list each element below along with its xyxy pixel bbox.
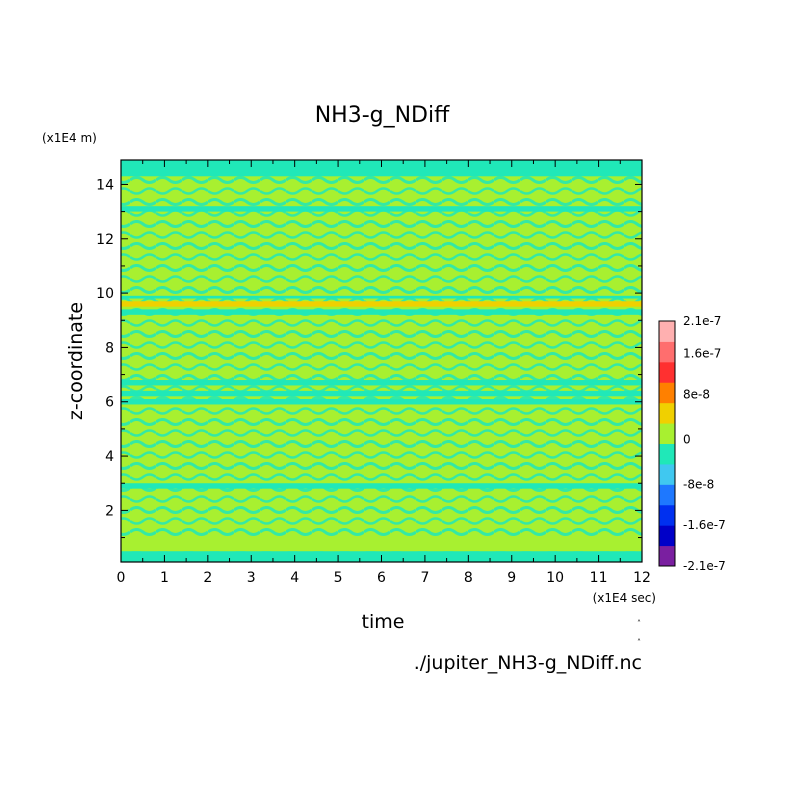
- colorbar-swatch: [659, 341, 675, 363]
- x-tick-label: 11: [590, 570, 608, 586]
- colorbar-swatch: [659, 443, 675, 465]
- x-tick-label: 5: [334, 570, 343, 586]
- colorbar-swatch: [659, 525, 675, 547]
- heatmap-texture: [121, 160, 642, 562]
- x-tick-label: 1: [160, 570, 169, 586]
- heatmap-band: [121, 309, 642, 315]
- tick-caret: ˄: [637, 638, 641, 647]
- colorbar-swatch: [659, 504, 675, 526]
- y-tick-label: 2: [105, 503, 114, 519]
- y-tick-label: 14: [96, 177, 114, 193]
- x-tick-label: 8: [464, 570, 473, 586]
- heatmap-band: [121, 380, 642, 386]
- heatmap-band: [121, 483, 642, 489]
- x-axis-label: time: [362, 611, 405, 633]
- colorbar: 2.1e-7 1.6e-7 8e-8 0 -8e-8 -1.6e-7 -2.1e-7: [658, 314, 726, 573]
- y-tick-label: 4: [105, 449, 114, 465]
- colorbar-frame: [658, 320, 676, 567]
- colorbar-swatch: [659, 361, 675, 383]
- colorbar-swatch: [659, 321, 675, 342]
- colorbar-tick-label: -2.1e-7: [683, 559, 726, 573]
- heatmap-band: [121, 295, 642, 299]
- colorbar-tick-label: 8e-8: [683, 388, 710, 402]
- colorbar-swatch: [659, 382, 675, 404]
- colorbar-swatch: [659, 463, 675, 485]
- heatmap-band: [121, 206, 642, 212]
- x-unit-label: (x1E4 sec): [593, 591, 656, 605]
- x-tick-label: 2: [203, 570, 212, 586]
- chart-title: NH3-g_NDiff: [315, 103, 450, 128]
- colorbar-swatch: [659, 423, 675, 444]
- x-tick-label: 4: [290, 570, 299, 586]
- heatmap-band: [121, 399, 642, 405]
- y-tick-label: 12: [96, 232, 114, 248]
- x-tick-label: 6: [377, 570, 386, 586]
- colorbar-tick-label: -1.6e-7: [683, 518, 726, 532]
- tick-caret: ˄: [637, 619, 641, 628]
- x-tick-label: 7: [420, 570, 429, 586]
- colorbar-tick-label: -8e-8: [683, 477, 714, 491]
- colorbar-tick-label: 0: [683, 432, 691, 446]
- colorbar-tick-label: 1.6e-7: [683, 347, 721, 361]
- file-label: ./jupiter_NH3-g_NDiff.nc: [414, 652, 642, 674]
- x-tick-label: 3: [247, 570, 256, 586]
- colorbar-swatch: [659, 545, 675, 567]
- heatmap-band: [121, 301, 642, 307]
- heatmap-field: [121, 160, 642, 562]
- x-tick-label: 12: [633, 570, 651, 586]
- x-axis: 0 1 2 3 4 5 6 7 8 9 10 11 12: [117, 160, 651, 586]
- heatmap-band: [121, 537, 642, 552]
- y-unit-label: (x1E4 m): [42, 131, 97, 145]
- y-axis: 2 4 6 8 10 12 14: [96, 177, 642, 539]
- y-tick-label: 10: [96, 286, 114, 302]
- colorbar-tick-label: 2.1e-7: [683, 314, 721, 328]
- y-tick-label: 6: [105, 395, 114, 411]
- colorbar-swatch: [659, 402, 675, 424]
- colorbar-swatch: [659, 484, 675, 506]
- y-tick-label: 8: [105, 340, 114, 356]
- x-tick-label: 9: [507, 570, 516, 586]
- y-axis-label: z-coordinate: [65, 302, 87, 420]
- heatmap-band: [121, 390, 642, 397]
- x-tick-label: 10: [546, 570, 564, 586]
- x-tick-label: 0: [117, 570, 126, 586]
